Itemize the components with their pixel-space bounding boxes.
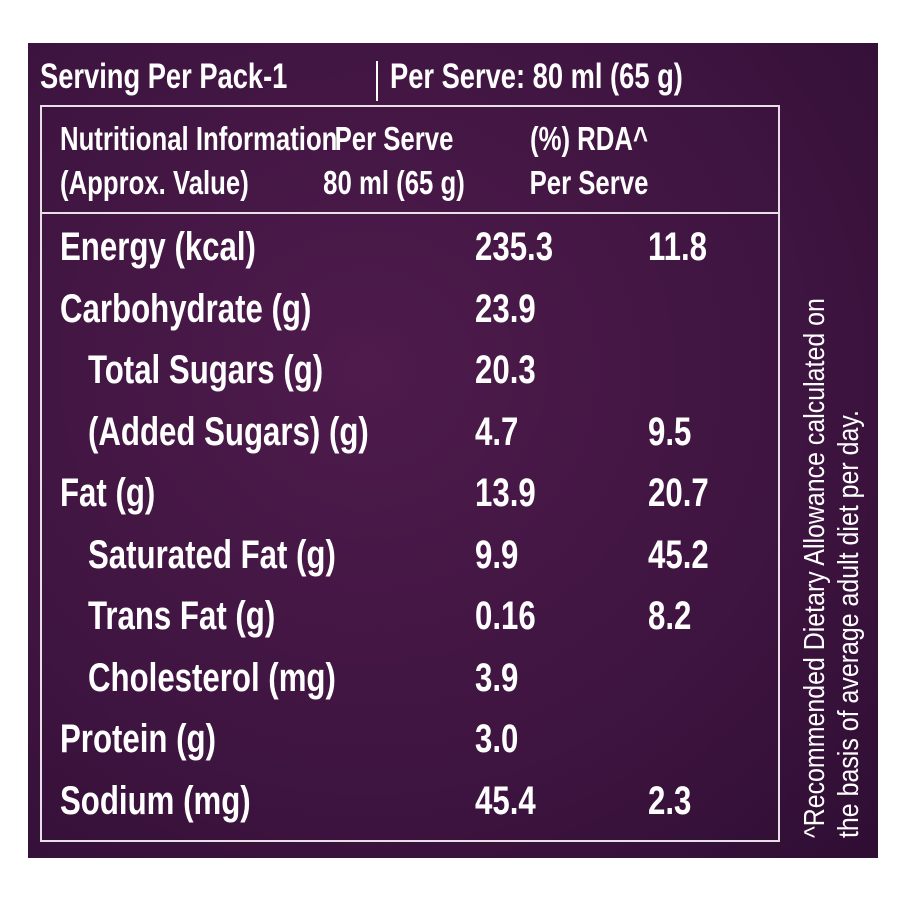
footnote: ^Recommended Dietary Allowance calculate… [798, 118, 866, 838]
serving-title: Serving Per Pack-1 [40, 57, 288, 96]
column-header: (%) RDA^ [530, 120, 648, 157]
serving-size: Per Serve: 80 ml (65 g) [390, 57, 683, 96]
per-serve-value: 3.0 [475, 717, 519, 761]
per-serve-value: 13.9 [475, 471, 536, 515]
column-header: 80 ml (65 g) [323, 164, 465, 201]
label-panel: Serving Per Pack-1 Per Serve: 80 ml (65 … [28, 43, 878, 858]
nutrient-name: Fat (g) [60, 471, 156, 515]
column-header: (Approx. Value) [60, 164, 249, 201]
nutrient-name: Cholesterol (mg) [88, 655, 336, 700]
column-header: Per Serve [529, 164, 649, 201]
table-frame [40, 105, 780, 842]
nutrient-name: (Added Sugars) (g) [88, 409, 369, 454]
column-header: Per Serve [334, 120, 454, 157]
rda-value: 9.5 [648, 409, 692, 454]
nutrient-name: Energy (kcal) [60, 225, 256, 269]
footnote-line: ^Recommended Dietary Allowance calculate… [799, 298, 831, 838]
rda-value: 45.2 [648, 532, 709, 577]
rda-value: 11.8 [648, 225, 708, 269]
nutrient-name: Protein (g) [60, 717, 216, 761]
per-serve-value: 45.4 [475, 778, 536, 823]
rda-value: 8.2 [648, 594, 692, 638]
column-header: Nutritional Information [60, 120, 338, 157]
nutrient-name: Total Sugars (g) [88, 348, 324, 392]
nutrient-name: Saturated Fat (g) [88, 532, 336, 577]
per-serve-value: 23.9 [475, 286, 536, 331]
rda-value: 2.3 [648, 778, 692, 823]
nutrient-name: Trans Fat (g) [88, 594, 276, 638]
header-divider [40, 212, 778, 214]
nutrient-name: Sodium (mg) [60, 778, 251, 823]
per-serve-value: 235.3 [475, 225, 554, 269]
per-serve-value: 0.16 [475, 594, 536, 638]
footnote-line: the basis of average adult diet per day. [833, 410, 865, 838]
per-serve-value: 4.7 [475, 409, 519, 454]
per-serve-value: 9.9 [475, 532, 519, 577]
per-serve-value: 20.3 [475, 348, 536, 392]
per-serve-value: 3.9 [475, 655, 519, 700]
nutrient-name: Carbohydrate (g) [60, 286, 312, 331]
rda-value: 20.7 [648, 471, 709, 515]
separator [376, 61, 378, 101]
